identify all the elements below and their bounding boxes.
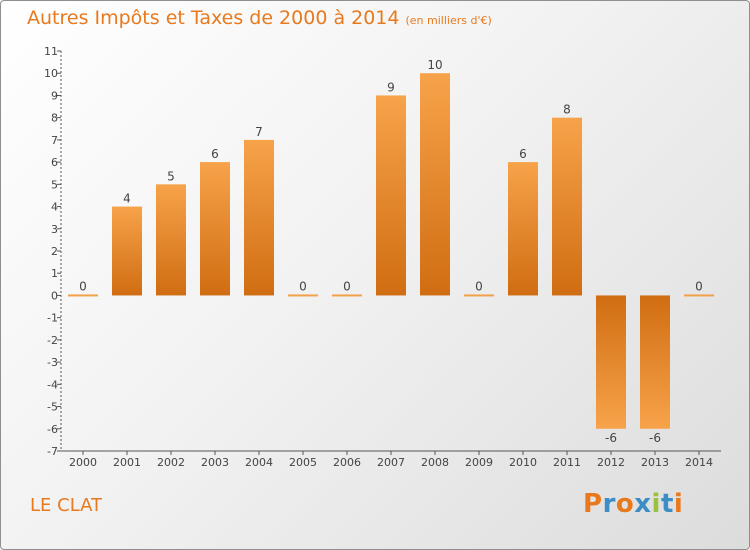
- x-tick-label: 2002: [157, 456, 185, 469]
- commune-name: LE CLAT: [30, 495, 103, 516]
- y-tick-label: 9: [51, 89, 58, 102]
- chart-labels: 0 4 5 6 7 0 0 9 10 0 6 8 -6 -6 0: [79, 58, 703, 445]
- x-tick-label: 2001: [113, 456, 141, 469]
- bar: [200, 162, 230, 296]
- data-label: 0: [79, 279, 87, 293]
- logo-letter: r: [602, 489, 616, 519]
- y-tick-label: 8: [51, 112, 58, 125]
- x-tick-label: 2008: [421, 456, 449, 469]
- data-label: 5: [167, 169, 175, 183]
- logo-letter: t: [660, 489, 674, 519]
- x-tick-label: 2000: [69, 456, 97, 469]
- y-tick-label: 6: [51, 156, 58, 169]
- data-label: 6: [211, 147, 219, 161]
- bar: [420, 73, 450, 296]
- data-label: -6: [649, 431, 661, 445]
- bar: [596, 295, 626, 429]
- y-tick-label: 10: [44, 67, 58, 80]
- bar: [640, 295, 670, 429]
- y-tick-label: 11: [44, 45, 58, 58]
- y-tick-label: 7: [51, 134, 58, 147]
- y-tick-label: -2: [47, 334, 58, 347]
- data-label: 0: [343, 279, 351, 293]
- x-tick-label: 2003: [201, 456, 229, 469]
- x-tick-label: 2006: [333, 456, 361, 469]
- bar: [288, 294, 318, 297]
- y-tick-label: 4: [51, 201, 58, 214]
- data-label: 7: [255, 125, 263, 139]
- logo-letter: P: [583, 489, 603, 519]
- y-tick-label: 1: [51, 267, 58, 280]
- data-label: 6: [519, 147, 527, 161]
- chart-bars: [68, 73, 714, 429]
- data-label: -6: [605, 431, 617, 445]
- y-tick-label: 3: [51, 223, 58, 236]
- chart-title: Autres Impôts et Taxes de 2000 à 2014 (en…: [27, 7, 492, 29]
- bar: [464, 294, 494, 297]
- x-tick-label: 2009: [465, 456, 493, 469]
- bar: [552, 117, 582, 296]
- x-tick-label: 2010: [509, 456, 537, 469]
- logo-letter: i: [673, 489, 684, 519]
- logo-letter: i: [651, 489, 661, 519]
- bar: [244, 139, 274, 296]
- data-label: 10: [427, 58, 442, 72]
- data-label: 4: [123, 192, 131, 206]
- bar: [156, 184, 186, 296]
- bar: [68, 294, 98, 297]
- x-tick-label: 2014: [685, 456, 713, 469]
- x-tick-label: 2005: [289, 456, 317, 469]
- x-tick-label: 2011: [553, 456, 581, 469]
- y-tick-label: 5: [51, 178, 58, 191]
- x-tick-label: 2013: [641, 456, 669, 469]
- y-tick-label: -1: [47, 312, 58, 325]
- data-label: 9: [387, 80, 395, 94]
- bar: [376, 95, 406, 296]
- data-label: 0: [475, 279, 483, 293]
- y-tick-label: 2: [51, 245, 58, 258]
- chart-title-text: Autres Impôts et Taxes de 2000 à 2014: [27, 7, 400, 29]
- chart-unit: (en milliers d'€): [405, 14, 492, 27]
- bar: [112, 206, 142, 296]
- y-tick-label: -5: [47, 401, 58, 414]
- bar: [684, 294, 714, 297]
- y-tick-label: -7: [47, 445, 58, 458]
- chart-axes: -7 -6 -5 -4 -3 -2 -1 0 1 2 3 4 5 6 7 8 9 10 11 2000 2001 2002…: [44, 45, 721, 469]
- x-tick-label: 2007: [377, 456, 405, 469]
- y-tick-label: -6: [47, 423, 58, 436]
- x-tick-label: 2004: [245, 456, 273, 469]
- bar: [508, 162, 538, 296]
- y-tick-label: -3: [47, 356, 58, 369]
- x-tick-label: 2012: [597, 456, 625, 469]
- y-tick-label: 0: [51, 289, 58, 302]
- logo-letter: o: [615, 489, 635, 519]
- data-label: 0: [695, 279, 703, 293]
- data-label: 8: [563, 103, 571, 117]
- logo-letter: x: [634, 489, 652, 519]
- data-label: 0: [299, 279, 307, 293]
- bar: [332, 294, 362, 297]
- proxiti-logo[interactable]: Proxiti: [583, 489, 683, 519]
- y-tick-label: -4: [47, 378, 58, 391]
